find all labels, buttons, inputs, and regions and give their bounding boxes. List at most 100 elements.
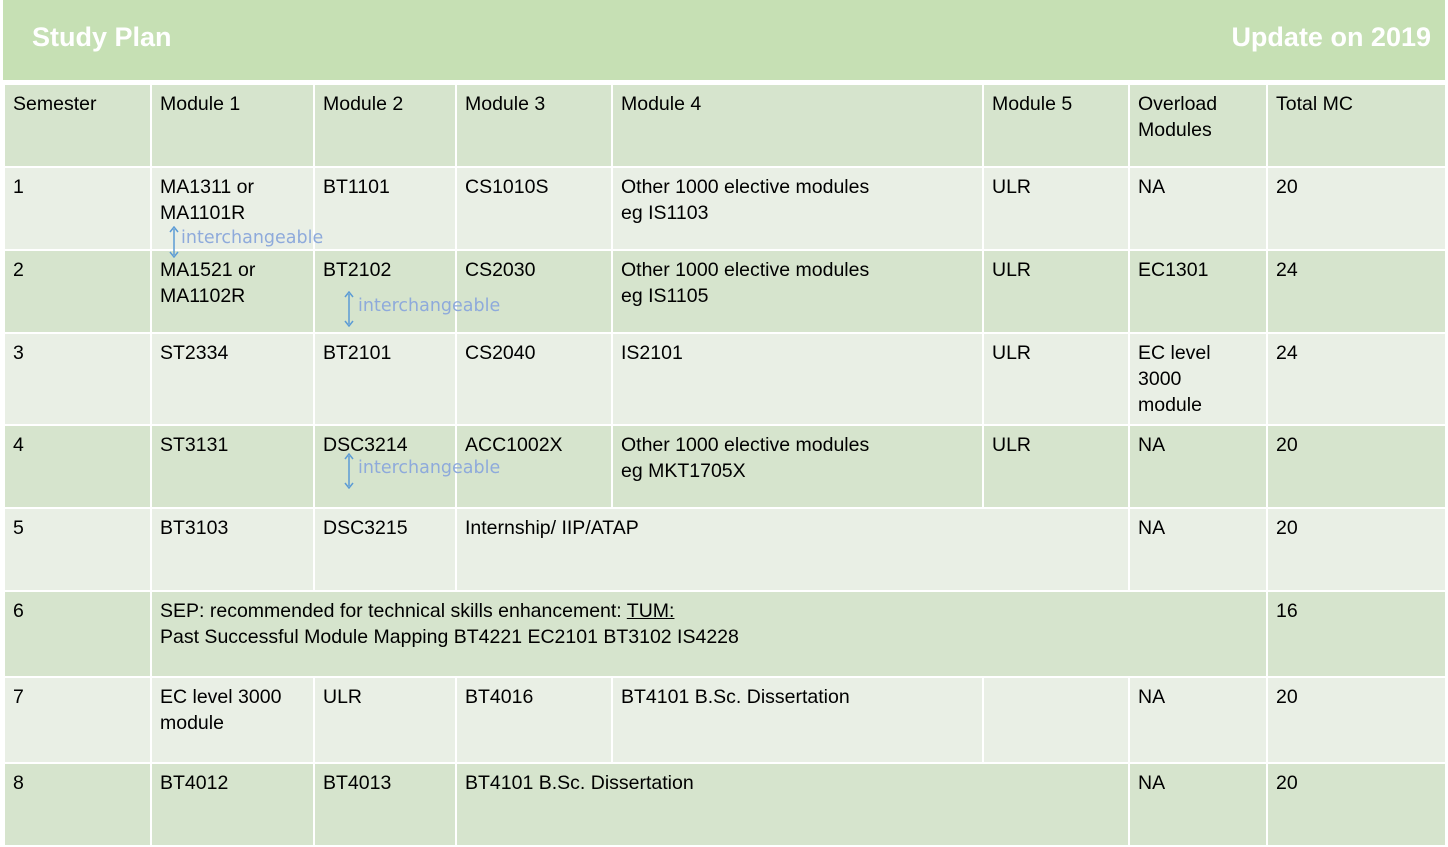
module-cell: BT4012: [150, 762, 315, 847]
header-module-2: Module 2: [313, 83, 457, 168]
overload-cell: NA: [1128, 166, 1268, 251]
total-mc-cell: 20: [1266, 762, 1447, 847]
module-cell: ULR: [982, 332, 1130, 426]
module-cell: CS2030: [455, 249, 613, 334]
module-cell: Internship/ IIP/ATAP: [455, 507, 1130, 592]
mapping-text: Past Successful Module Mapping BT4221 EC…: [160, 626, 739, 648]
module-line: eg IS1103: [621, 202, 709, 224]
module-cell: BT3103: [150, 507, 315, 592]
module-cell: Other 1000 elective modules eg IS1103: [611, 166, 984, 251]
module-cell: DSC3214: [313, 424, 457, 509]
header-module-5: Module 5: [982, 83, 1130, 168]
module-cell: [982, 676, 1130, 764]
overload-line: 3000: [1138, 368, 1182, 390]
table-row: 3 ST2334 BT2101 CS2040 IS2101 ULR EC lev…: [3, 332, 1447, 426]
header-total-mc: Total MC: [1266, 83, 1447, 168]
tum-link: TUM:: [626, 600, 675, 622]
semester-cell: 8: [3, 762, 152, 847]
overload-line: EC level: [1138, 342, 1211, 364]
overload-cell: NA: [1128, 762, 1268, 847]
header-module-3: Module 3: [455, 83, 613, 168]
module-cell: BT4101 B.Sc. Dissertation: [611, 676, 984, 764]
double-arrow-icon: [344, 291, 354, 327]
study-plan-table: Semester Module 1 Module 2 Module 3 Modu…: [3, 83, 1447, 847]
header-module-4: Module 4: [611, 83, 984, 168]
module-line: eg IS1105: [621, 285, 709, 307]
module-line: Other 1000 elective modules: [621, 176, 870, 198]
module-cell: ULR: [982, 166, 1130, 251]
update-label: Update on 2019: [1231, 22, 1431, 52]
module-line: MA1311 or: [160, 176, 254, 198]
total-mc-cell: 16: [1266, 590, 1447, 678]
total-mc-cell: 20: [1266, 166, 1447, 251]
module-cell: DSC3215: [313, 507, 457, 592]
module-cell: BT2101: [313, 332, 457, 426]
interchangeable-label: interchangeable: [181, 228, 324, 248]
table-row: 2 MA1521 or MA1102R BT2102 CS2030 Other 1…: [3, 249, 1447, 334]
overload-cell: EC1301: [1128, 249, 1268, 334]
overload-cell: EC level 3000 module: [1128, 332, 1268, 426]
module-cell: ULR: [982, 424, 1130, 509]
interchangeable-label: interchangeable: [358, 296, 501, 316]
module-cell: ST3131: [150, 424, 315, 509]
module-cell: ST2334: [150, 332, 315, 426]
module-line: Other 1000 elective modules: [621, 259, 870, 281]
overload-line: module: [1138, 394, 1202, 416]
module-cell: CS1010S: [455, 166, 613, 251]
semester-cell: 1: [3, 166, 152, 251]
table-row: 1 MA1311 or MA1101R BT1101 CS1010S Other …: [3, 166, 1447, 251]
module-cell: EC level 3000 module: [150, 676, 315, 764]
interchangeable-label: interchangeable: [358, 458, 501, 478]
overload-cell: NA: [1128, 507, 1268, 592]
table-row: 4 ST3131 DSC3214 ACC1002X Other 1000 ele…: [3, 424, 1447, 509]
module-cell: BT4016: [455, 676, 613, 764]
header-semester: Semester: [3, 83, 152, 168]
module-cell: IS2101: [611, 332, 984, 426]
module-cell: CS2040: [455, 332, 613, 426]
title-bar: Study Plan Update on 2019: [3, 0, 1445, 80]
semester-cell: 7: [3, 676, 152, 764]
module-cell: MA1311 or MA1101R: [150, 166, 315, 251]
module-line: Other 1000 elective modules: [621, 434, 870, 456]
overload-cell: NA: [1128, 676, 1268, 764]
header-row: Semester Module 1 Module 2 Module 3 Modu…: [3, 83, 1447, 168]
overload-cell: NA: [1128, 424, 1268, 509]
header-module-1: Module 1: [150, 83, 315, 168]
module-line: eg MKT1705X: [621, 460, 746, 482]
module-cell: Other 1000 elective modules eg IS1105: [611, 249, 984, 334]
semester-cell: 5: [3, 507, 152, 592]
total-mc-cell: 20: [1266, 676, 1447, 764]
total-mc-cell: 24: [1266, 249, 1447, 334]
total-mc-cell: 20: [1266, 424, 1447, 509]
semester-cell: 4: [3, 424, 152, 509]
module-cell: BT1101: [313, 166, 457, 251]
double-arrow-icon: [169, 226, 179, 258]
total-mc-cell: 24: [1266, 332, 1447, 426]
module-cell: BT2102: [313, 249, 457, 334]
header-overload: Overload Modules: [1128, 83, 1268, 168]
total-mc-cell: 20: [1266, 507, 1447, 592]
module-cell: ULR: [313, 676, 457, 764]
module-cell: ACC1002X: [455, 424, 613, 509]
table-row: 8 BT4012 BT4013 BT4101 B.Sc. Dissertatio…: [3, 762, 1447, 847]
module-line: module: [160, 712, 224, 734]
module-cell: Other 1000 elective modules eg MKT1705X: [611, 424, 984, 509]
module-cell: MA1521 or MA1102R: [150, 249, 315, 334]
module-cell: BT4013: [313, 762, 457, 847]
module-cell: ULR: [982, 249, 1130, 334]
module-line: MA1101R: [160, 202, 246, 224]
semester-cell: 2: [3, 249, 152, 334]
double-arrow-icon: [344, 453, 354, 489]
semester-cell: 6: [3, 590, 152, 678]
module-line: MA1521 or: [160, 259, 256, 281]
semester-cell: 3: [3, 332, 152, 426]
page-title: Study Plan: [32, 22, 172, 52]
sep-cell: SEP: recommended for technical skills en…: [150, 590, 1268, 678]
table-row: 5 BT3103 DSC3215 Internship/ IIP/ATAP NA…: [3, 507, 1447, 592]
sep-text: SEP: recommended for technical skills en…: [160, 600, 627, 622]
module-line: EC level 3000: [160, 686, 282, 708]
module-line: MA1102R: [160, 285, 246, 307]
module-cell: BT4101 B.Sc. Dissertation: [455, 762, 1130, 847]
table-row: 6 SEP: recommended for technical skills …: [3, 590, 1447, 678]
table-row: 7 EC level 3000 module ULR BT4016 BT4101 …: [3, 676, 1447, 764]
